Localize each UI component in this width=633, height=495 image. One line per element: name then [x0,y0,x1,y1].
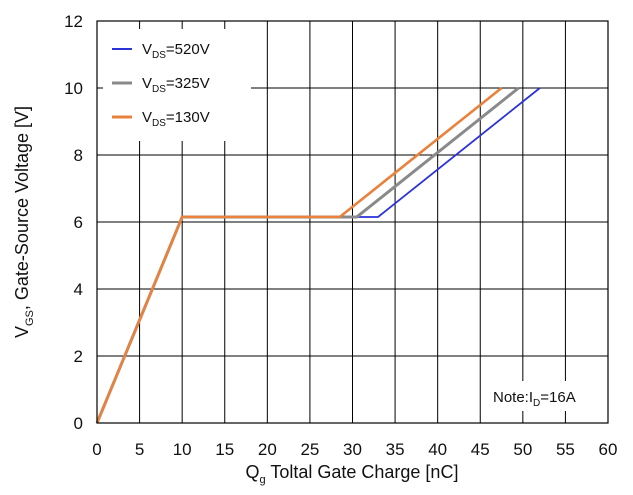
legend-label-main: V [142,75,152,92]
y-tick-label: 2 [74,347,83,366]
note-suffix: =16A [540,389,575,406]
y-tick-label: 4 [74,280,83,299]
y-tick-label: 12 [64,12,83,31]
note-sub: D [533,398,540,409]
y-axis-title-sub: GS [24,310,36,326]
y-axis-title: VGS, Gate-Source Voltage [V] [12,106,36,338]
y-tick-label: 8 [74,146,83,165]
x-tick-label: 5 [135,440,144,459]
x-tick-label: 50 [513,440,532,459]
x-tick-label: 0 [92,440,101,459]
y-axis-title-rest: , Gate-Source Voltage [V] [12,106,32,310]
legend-label-sub: DS [152,118,166,129]
x-tick-label: 35 [386,440,405,459]
y-tick-label: 0 [74,414,83,433]
x-tick-label: 60 [599,440,618,459]
legend-label-1: VDS=520V [142,41,210,61]
y-tick-label: 10 [64,79,83,98]
x-tick-label: 15 [215,440,234,459]
legend-label-rest: =520V [166,41,210,58]
x-tick-label: 10 [173,440,192,459]
legend-label-main: V [142,109,152,126]
x-tick-label: 45 [471,440,490,459]
x-axis-title-sub: g [260,474,266,486]
x-tick-label: 30 [343,440,362,459]
y-tick-labels: 0 2 4 6 8 10 12 [64,12,83,433]
legend-background [103,29,251,141]
x-axis-title-q: Q [246,462,260,482]
x-axis-title-rest: Toltal Gate Charge [nC] [266,462,459,482]
legend-label-rest: =130V [166,109,210,126]
legend-label-sub: DS [152,50,166,61]
series-line-3 [95,86,503,424]
y-axis-title-v: V [12,326,32,338]
x-tick-label: 25 [300,440,319,459]
legend-label-3: VDS=130V [142,109,210,129]
x-tick-label: 40 [428,440,447,459]
plot-frame [96,20,609,424]
x-tick-labels: 0 5 10 15 20 25 30 35 40 45 50 55 60 [92,440,617,459]
series-lines [95,86,541,424]
legend-label-2: VDS=325V [142,75,210,95]
x-tick-label: 55 [556,440,575,459]
legend-label-rest: =325V [166,75,210,92]
note-box: Note:ID=16A [488,381,598,411]
x-tick-label: 20 [258,440,277,459]
note-prefix: Note:I [493,389,533,406]
x-axis-title: Qg Toltal Gate Charge [nC] [246,462,459,486]
y-tick-label: 6 [74,213,83,232]
svg-text:Note:ID=16A: Note:ID=16A [493,389,576,409]
legend-label-main: V [142,41,152,58]
legend-label-sub: DS [152,84,166,95]
